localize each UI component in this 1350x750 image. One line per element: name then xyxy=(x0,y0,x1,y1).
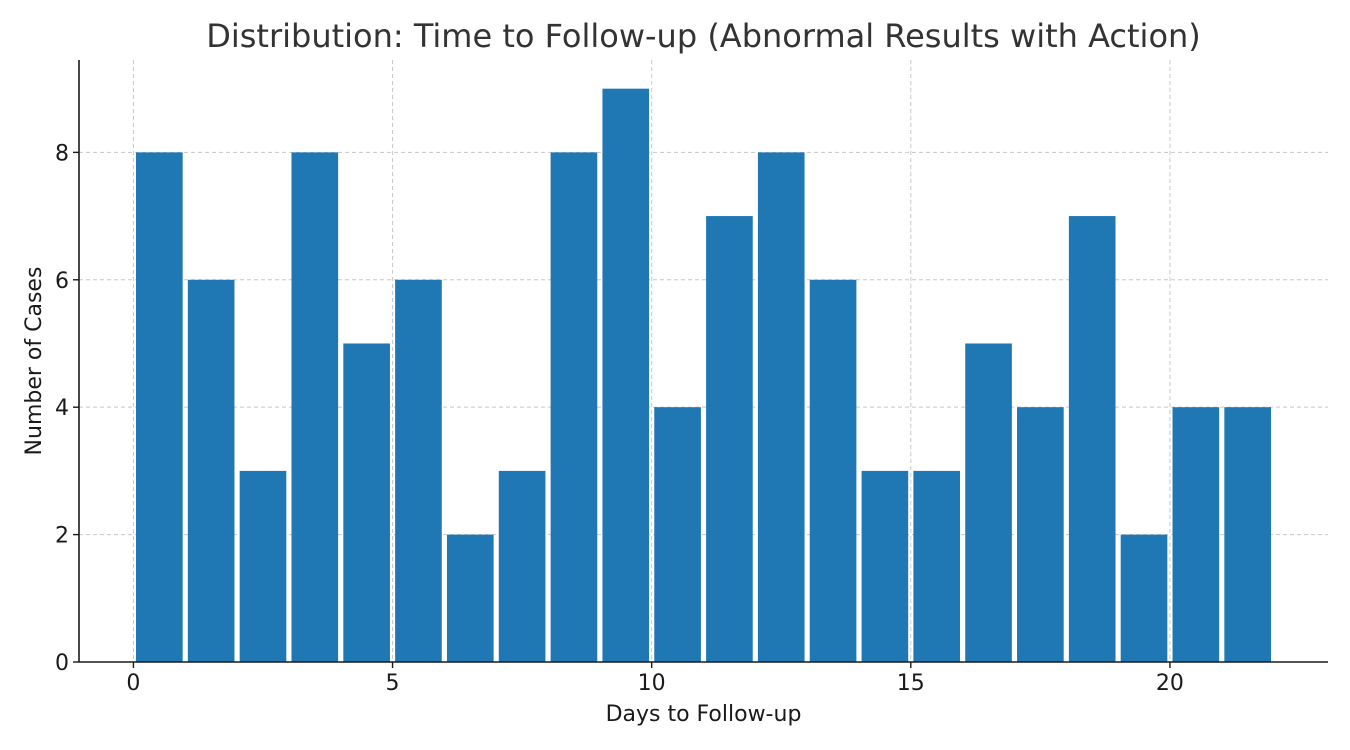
chart-title: Distribution: Time to Follow-up (Abnorma… xyxy=(206,17,1201,55)
bar xyxy=(343,343,390,662)
bar xyxy=(1068,216,1116,662)
bar xyxy=(239,470,287,662)
x-tick-label: 5 xyxy=(386,671,400,696)
bar xyxy=(1172,407,1220,662)
bar xyxy=(291,152,339,663)
bar xyxy=(861,470,909,662)
bar xyxy=(913,470,961,662)
bar xyxy=(1120,534,1168,662)
bar xyxy=(757,152,805,663)
bar xyxy=(136,152,183,663)
bar xyxy=(1224,407,1271,662)
bar xyxy=(498,470,546,662)
bar xyxy=(654,407,701,662)
bar xyxy=(446,534,494,662)
bar xyxy=(706,216,753,662)
y-tick-label: 6 xyxy=(55,269,69,294)
x-tick-label: 0 xyxy=(126,671,140,696)
x-tick-label: 10 xyxy=(638,671,666,696)
bar xyxy=(809,279,857,662)
x-tick-label: 20 xyxy=(1156,671,1184,696)
ticks: 0 5 10 15 20 0 2 4 6 8 xyxy=(55,141,1184,696)
x-axis-label: Days to Follow-up xyxy=(606,702,802,727)
bar xyxy=(602,88,650,662)
bar xyxy=(395,279,442,662)
y-tick-label: 4 xyxy=(55,396,69,421)
y-axis-label: Number of Cases xyxy=(22,267,47,456)
bar xyxy=(187,279,235,662)
bar xyxy=(1017,407,1064,662)
grid xyxy=(79,60,1328,662)
bar xyxy=(965,343,1012,662)
x-tick-label: 15 xyxy=(897,671,925,696)
y-tick-label: 2 xyxy=(55,524,69,549)
y-tick-label: 0 xyxy=(55,651,69,676)
axes xyxy=(78,60,1328,663)
y-tick-label: 8 xyxy=(55,141,69,166)
bars xyxy=(136,88,1271,663)
bar xyxy=(550,152,598,663)
